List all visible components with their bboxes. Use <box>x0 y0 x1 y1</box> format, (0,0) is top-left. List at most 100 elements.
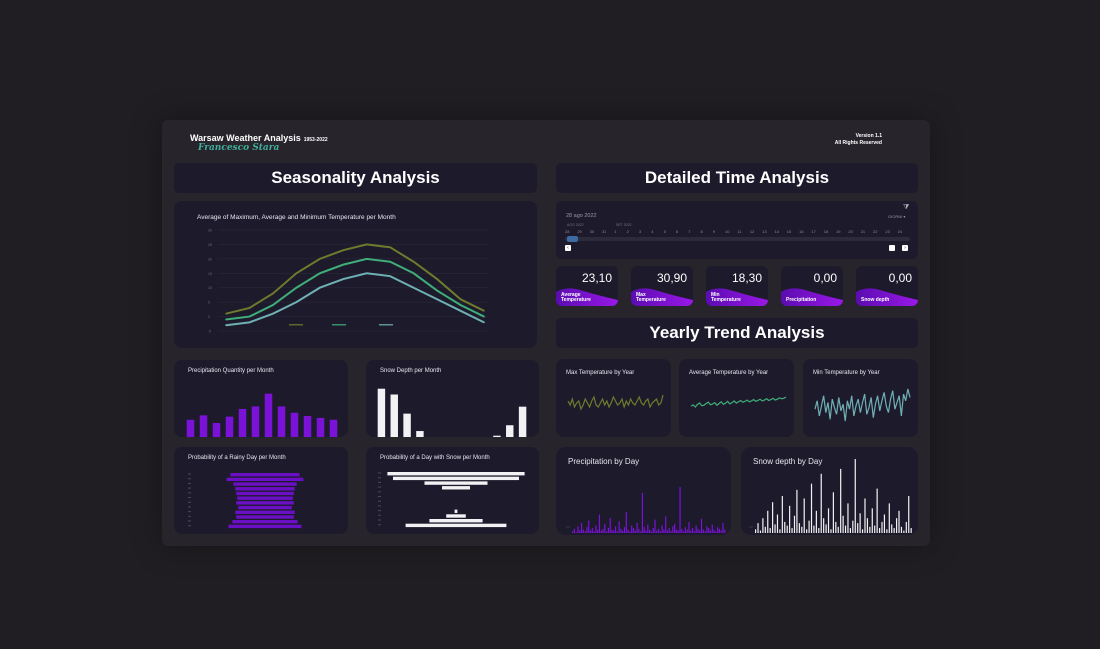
scroll-right-icon[interactable]: › <box>902 245 908 251</box>
y-tick-label: 30 <box>208 229 212 233</box>
precip-day-bar-chart <box>566 487 726 533</box>
timeline-day[interactable]: 18 <box>823 229 829 234</box>
bar <box>649 529 651 533</box>
app-title: Warsaw Weather Analysis 1953-2022 <box>190 133 328 143</box>
bar <box>781 496 783 533</box>
snow-prob-bar-chart <box>378 472 525 528</box>
bar <box>616 531 618 533</box>
bar <box>830 529 832 533</box>
bar <box>666 530 669 533</box>
row-tick <box>378 496 381 497</box>
timeline-track[interactable] <box>565 237 910 241</box>
timeline-day[interactable]: 16 <box>799 229 804 234</box>
bar <box>700 518 703 533</box>
bar <box>647 524 649 533</box>
bar <box>377 388 386 437</box>
precip-day-title: Precipitation by Day <box>568 457 640 466</box>
timeline-day[interactable]: 20 <box>848 229 853 234</box>
bar <box>704 531 706 533</box>
row-tick <box>378 491 381 493</box>
timeline-selection-handle[interactable] <box>567 236 578 242</box>
bar <box>424 481 488 485</box>
timeline-day[interactable]: 6 <box>675 229 679 234</box>
bar <box>416 431 424 437</box>
timeline-day[interactable]: 10 <box>725 229 730 234</box>
timeline-day[interactable]: 29 <box>577 229 582 234</box>
bar <box>230 473 300 477</box>
timeline-day[interactable]: 19 <box>836 229 841 234</box>
bar <box>212 422 221 437</box>
bar <box>908 496 910 533</box>
legend-swatch <box>332 324 346 326</box>
timeline-day[interactable]: 9 <box>712 229 716 234</box>
filter-icon[interactable]: ⧩ <box>903 204 910 211</box>
timeline-day[interactable]: 30 <box>589 229 595 234</box>
timeline-day[interactable]: 1 <box>614 229 617 234</box>
precip-month-bar-chart <box>186 393 338 437</box>
temperature-point <box>319 258 321 260</box>
bar <box>854 459 856 533</box>
timeline-day[interactable]: 4 <box>651 229 654 234</box>
temperature-point <box>248 321 251 324</box>
timeline-day[interactable]: 7 <box>688 229 691 234</box>
avg-year-title: Average Temperature by Year <box>689 370 769 376</box>
bar <box>702 529 704 533</box>
granularity-select[interactable]: GIORNI ▾ <box>888 214 906 219</box>
temperature-point <box>459 298 462 301</box>
kpi-label: Precipitation <box>786 297 817 303</box>
bar <box>573 528 575 533</box>
kpi-value: 18,30 <box>731 271 762 285</box>
kpi-label: Min Temperature <box>711 292 741 303</box>
timeline-day[interactable]: 24 <box>897 229 903 234</box>
timeline-day[interactable]: 3 <box>638 229 642 234</box>
row-tick <box>188 511 191 513</box>
temperature-point <box>225 318 227 321</box>
bar <box>586 527 588 533</box>
scroll-left-icon[interactable]: ‹ <box>565 245 571 251</box>
timeline-day[interactable]: 31 <box>601 229 607 234</box>
timeline-day[interactable]: 21 <box>860 229 866 234</box>
temperature-point <box>389 260 391 263</box>
bar <box>900 526 903 533</box>
timeline-day[interactable]: 11 <box>737 229 742 234</box>
timeline-day[interactable]: 14 <box>774 229 779 234</box>
temperature-series-line <box>225 272 485 327</box>
row-tick <box>378 500 381 502</box>
bar <box>226 477 304 482</box>
bar <box>622 530 624 533</box>
bar <box>684 527 687 533</box>
precip-day-card: Precipitation by Day <box>556 447 731 535</box>
timeline-day[interactable]: 17 <box>811 229 816 234</box>
temperature-point <box>342 263 345 266</box>
row-tick <box>188 506 191 508</box>
timeline-day[interactable]: 2 <box>626 229 629 234</box>
bar <box>769 528 771 533</box>
kpi-card: 0,00 Snow depth <box>856 266 918 306</box>
bar <box>724 529 726 533</box>
legend-swatch <box>289 324 303 326</box>
timeline-day[interactable]: 8 <box>700 229 703 234</box>
timeline-day[interactable]: 28 <box>565 229 570 234</box>
timeline-day[interactable]: 22 <box>873 229 878 234</box>
rights-label: All Rights Reserved <box>834 140 882 146</box>
bar <box>290 412 299 437</box>
temperature-point <box>272 304 274 306</box>
timeline-day[interactable]: 15 <box>786 229 792 234</box>
timeline-day[interactable]: 12 <box>749 229 755 234</box>
bar <box>316 417 325 437</box>
timeline-day[interactable]: 5 <box>663 229 666 234</box>
snow-day-title: Snow depth by Day <box>753 457 823 466</box>
y-tick-label: 15 <box>208 272 212 276</box>
bar <box>493 435 501 437</box>
timeline-slicer[interactable]: ⧩ 28 ago 2022 GIORNI ▾ AGO 2022 SET 2022… <box>556 201 918 259</box>
bar <box>625 512 627 533</box>
bar <box>898 510 900 533</box>
bar <box>623 527 626 533</box>
timeline-day[interactable]: 23 <box>885 229 890 234</box>
bar <box>827 508 830 533</box>
scroll-stop-icon[interactable] <box>889 245 895 251</box>
bar <box>818 528 820 533</box>
bar <box>643 527 645 533</box>
timeline-day[interactable]: 13 <box>762 229 767 234</box>
kpi-card: 23,10 Average Temperature <box>556 266 618 306</box>
